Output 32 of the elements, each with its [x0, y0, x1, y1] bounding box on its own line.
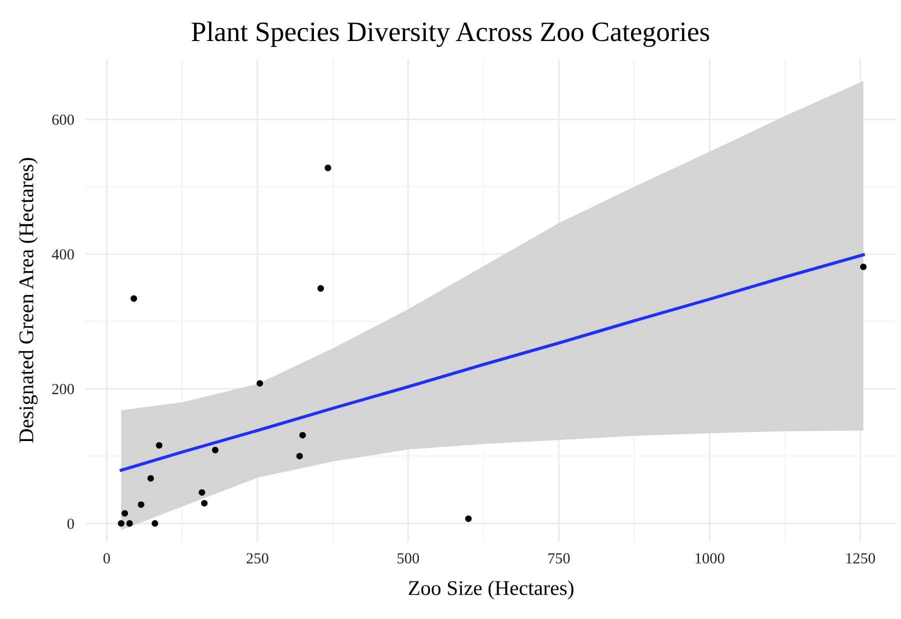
- x-tick-label: 250: [246, 553, 268, 564]
- x-tick-label: 750: [548, 553, 570, 564]
- point: [138, 501, 144, 508]
- x-tick-label: 1250: [846, 553, 876, 564]
- y-axis-title: Designated Green Area (Hectares): [18, 158, 38, 443]
- x-tick-label: 0: [103, 553, 110, 564]
- point: [299, 432, 306, 438]
- point: [130, 295, 138, 302]
- y-tick-label: 400: [52, 249, 74, 260]
- point: [212, 446, 218, 454]
- y-tick-label: 600: [52, 114, 74, 125]
- point: [296, 452, 303, 460]
- point: [152, 520, 158, 527]
- point: [118, 520, 124, 527]
- point: [860, 264, 867, 270]
- x-axis-title: Zoo Size (Hectares): [408, 580, 574, 600]
- point: [324, 164, 332, 172]
- point: [126, 520, 133, 527]
- y-tick-label: 200: [52, 384, 74, 394]
- point: [201, 500, 208, 506]
- point: [122, 510, 128, 517]
- x-tick-label: 500: [398, 553, 420, 564]
- point: [465, 515, 472, 522]
- point: [198, 489, 206, 496]
- point: [147, 475, 154, 482]
- x-tick-label: 1000: [696, 553, 724, 564]
- line-series: [120, 253, 865, 472]
- y-tick-label: 0: [67, 518, 74, 529]
- point: [256, 380, 264, 387]
- chart-title: Plant Species Diversity Across Zoo Categories: [192, 22, 710, 47]
- point: [317, 285, 324, 292]
- point: [156, 442, 162, 449]
